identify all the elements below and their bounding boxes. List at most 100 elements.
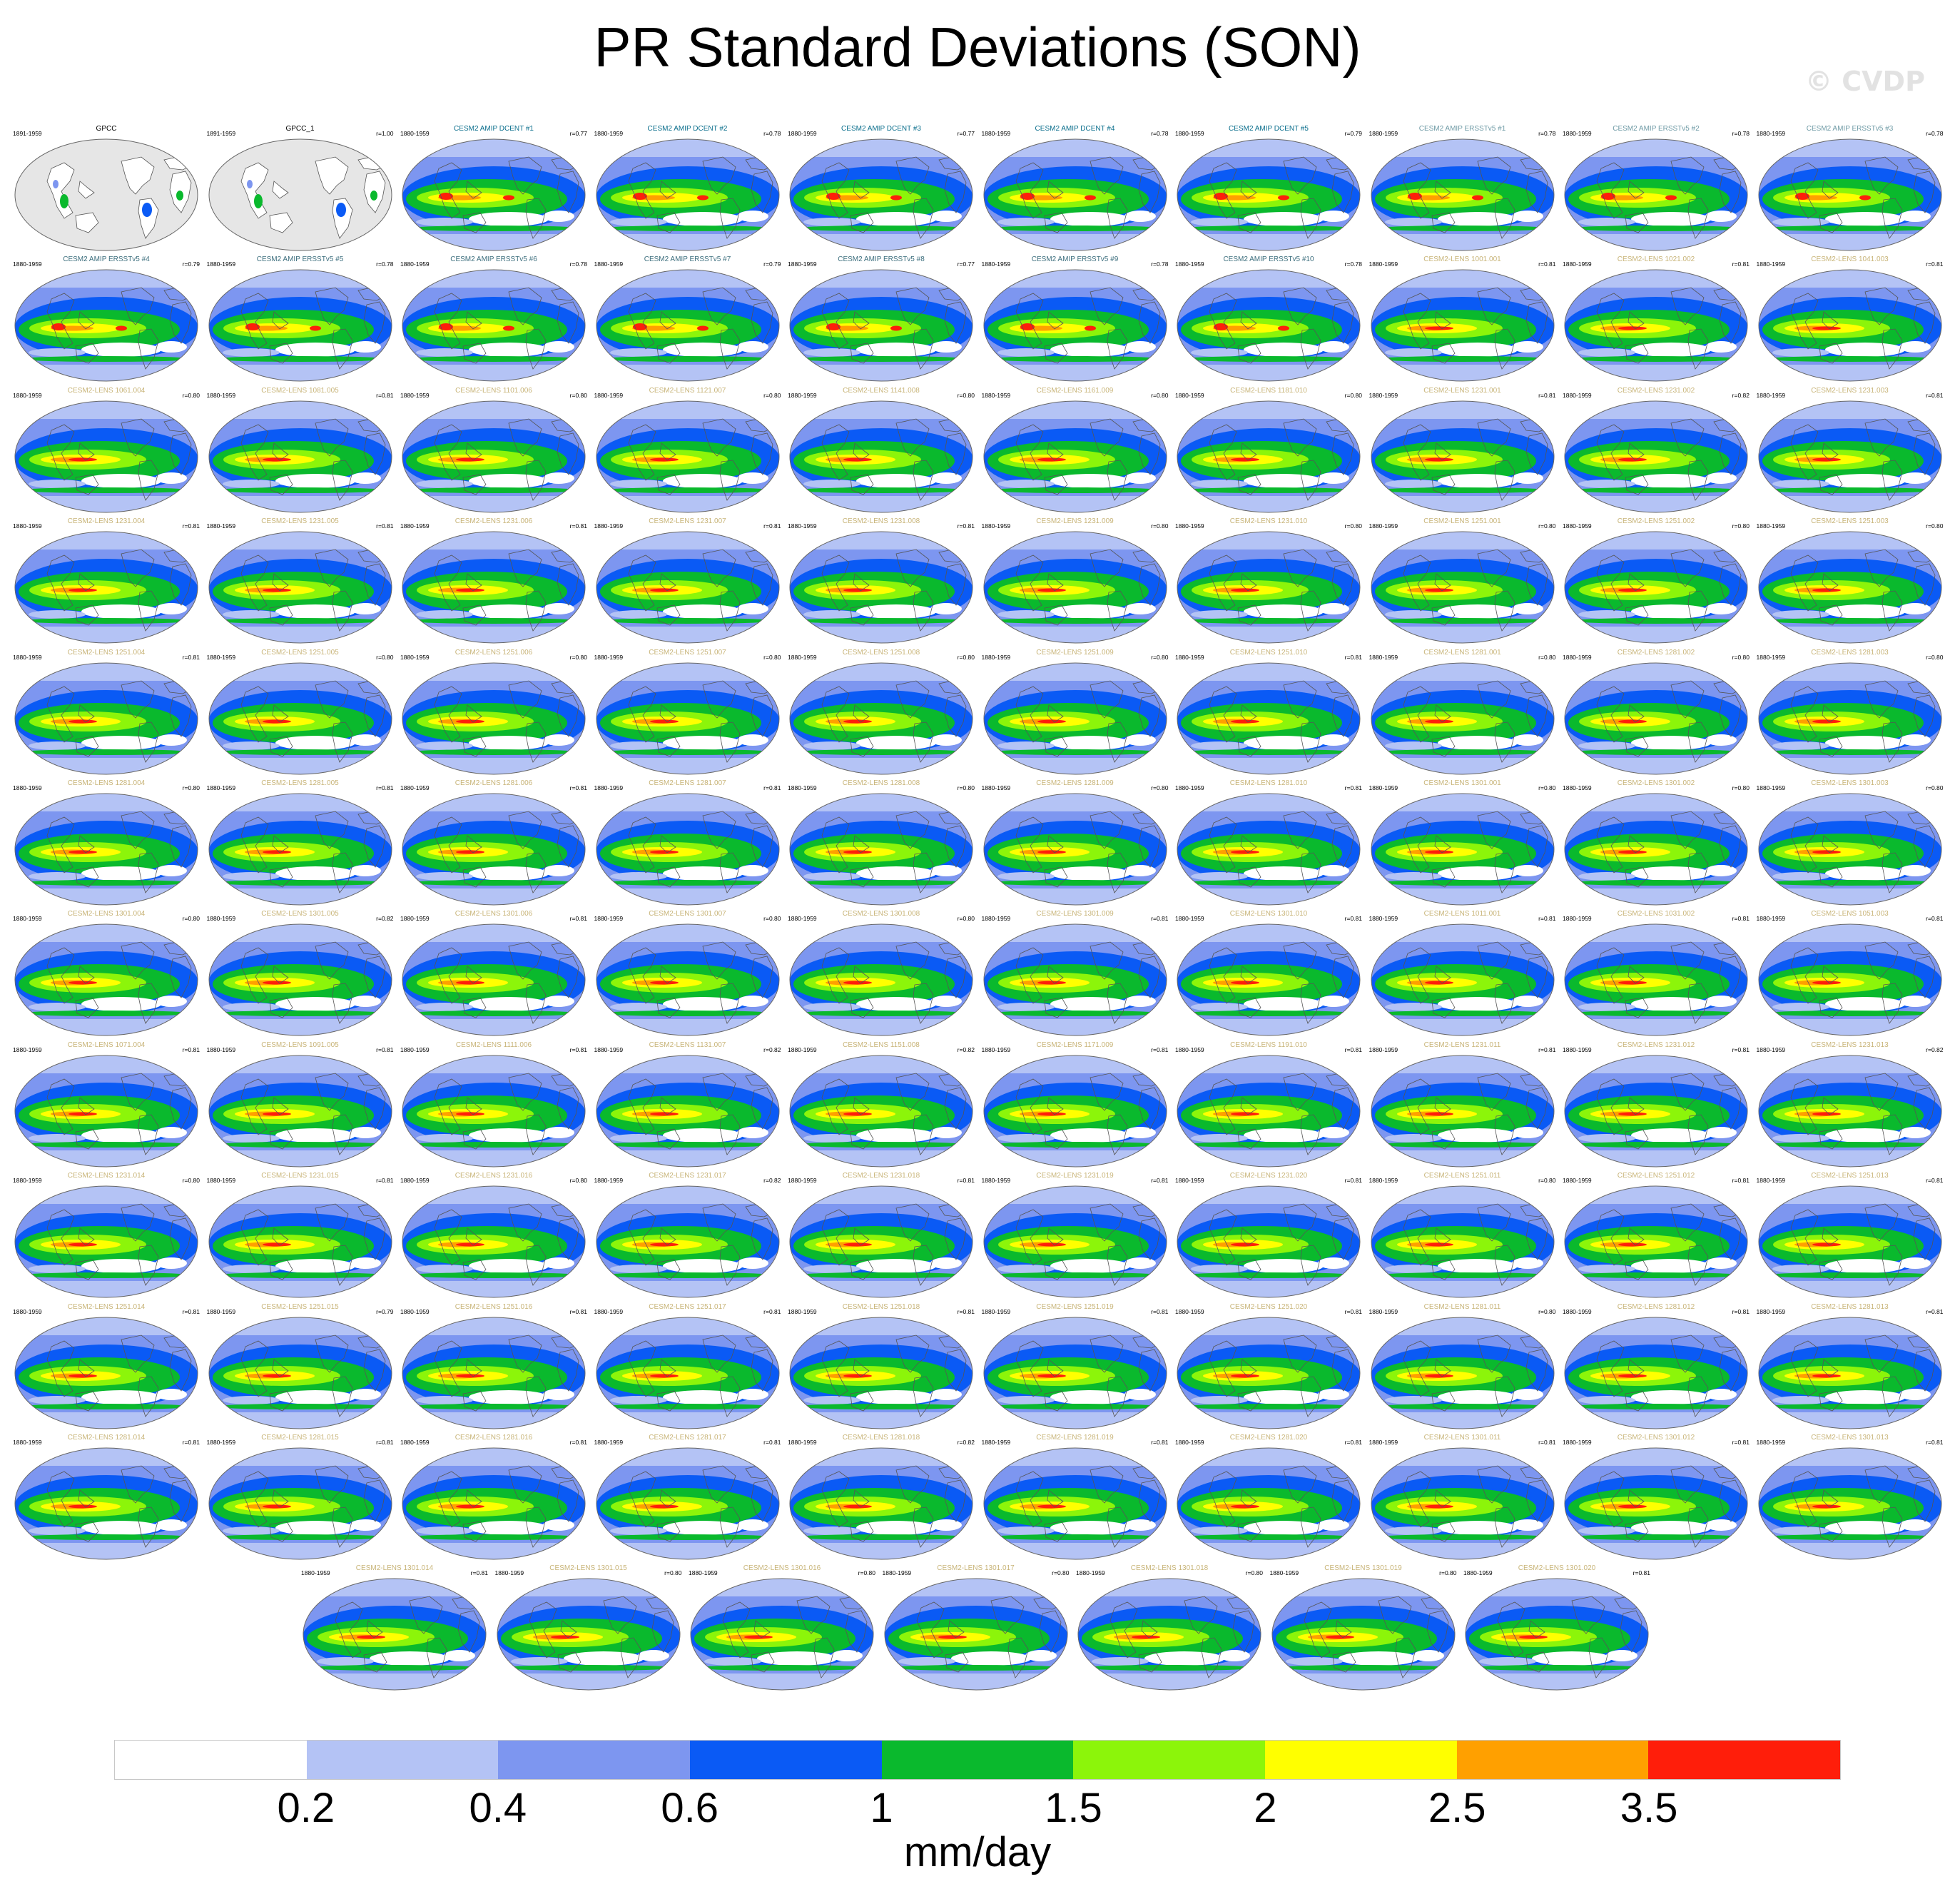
panel-title: CESM2 AMIP ERSSTv5 #8	[838, 255, 925, 264]
panel-period-label: 1880-1959	[1756, 391, 1786, 399]
panel-period-label: 1880-1959	[206, 915, 236, 923]
panel-correlation-label: r=0.81	[1538, 260, 1556, 268]
panel-period-label: 1880-1959	[594, 1307, 624, 1315]
panel-title: CESM2 AMIP ERSSTv5 #10	[1223, 255, 1314, 264]
panel-title: CESM2-LENS 1251.009	[1036, 648, 1114, 657]
map-panel: 1880-1959 CESM2-LENS 1231.011 r=0.81	[1366, 1041, 1559, 1179]
map-panel: 1880-1959 CESM2-LENS 1301.003 r=0.80	[1754, 780, 1946, 917]
panel-period-label: 1880-1959	[981, 522, 1011, 530]
panel-title: CESM2-LENS 1121.007	[649, 386, 726, 395]
map-panel: 1880-1959 CESM2-LENS 1281.006 r=0.81	[397, 779, 590, 917]
panel-correlation-label: r=0.81	[569, 915, 587, 923]
panel-correlation-label: r=0.80	[569, 391, 587, 399]
panel-title: CESM2-LENS 1281.014	[67, 1434, 146, 1442]
panel-map	[983, 400, 1167, 513]
panel-title: CESM2-LENS 1251.005	[261, 648, 339, 657]
panel-correlation-label: r=0.81	[376, 1439, 394, 1446]
panel-map	[208, 531, 392, 644]
panel-title: CESM2-LENS 1281.006	[455, 779, 533, 787]
panel-map	[402, 1055, 586, 1168]
panel-title: CESM2-LENS 1301.008	[842, 910, 920, 918]
panel-map	[596, 923, 779, 1036]
map-panel: 1880-1959 CESM2-LENS 1181.010 r=0.80	[1172, 387, 1365, 525]
panel-map	[14, 400, 198, 513]
panel-correlation-label: r=0.80	[1732, 653, 1750, 661]
panel-period-label: 1880-1959	[1368, 653, 1398, 661]
map-panel: 1880-1959 CESM2-LENS 1131.007 r=0.82	[591, 1041, 784, 1179]
panel-correlation-label: r=0.80	[182, 1177, 200, 1185]
panel-period-label: 1880-1959	[1076, 1569, 1105, 1577]
panel-map	[884, 1578, 1067, 1691]
map-panel: 1880-1959 CESM2-LENS 1011.001 r=0.81	[1366, 911, 1559, 1048]
map-panel: 1880-1959 CESM2-LENS 1231.015 r=0.81	[204, 1173, 397, 1310]
panel-map	[303, 1578, 487, 1691]
map-panel: 1880-1959 CESM2-LENS 1251.010 r=0.81	[1172, 649, 1365, 786]
colorbar-tick-label: 2.5	[1428, 1785, 1486, 1831]
panel-map	[1758, 793, 1941, 906]
panel-title: CESM2-LENS 1301.004	[67, 910, 146, 918]
panel-period-label: 1880-1959	[1175, 915, 1204, 923]
panel-period-label: 1880-1959	[206, 522, 236, 530]
panel-title: CESM2-LENS 1301.013	[1811, 1434, 1889, 1442]
panel-correlation-label: r=0.80	[763, 391, 781, 399]
panel-period-label: 1880-1959	[1175, 260, 1204, 268]
map-panel: 1880-1959 CESM2 AMIP ERSSTv5 #6 r=0.78	[397, 256, 590, 393]
map-panel: 1880-1959 CESM2 AMIP ERSSTv5 #7 r=0.79	[591, 256, 784, 393]
panel-map	[208, 923, 392, 1036]
panel-map	[789, 662, 973, 775]
panel-correlation-label: r=0.80	[376, 653, 394, 661]
panel-period-label: 1880-1959	[1368, 1177, 1398, 1185]
map-panel: 1880-1959 CESM2-LENS 1151.008 r=0.82	[785, 1041, 978, 1179]
map-panel: 1880-1959 CESM2-LENS 1301.006 r=0.81	[397, 911, 590, 1048]
panel-period-label: 1880-1959	[301, 1569, 330, 1577]
panel-map	[1371, 269, 1554, 382]
panel-period-label: 1880-1959	[1368, 391, 1398, 399]
panel-title: CESM2-LENS 1231.003	[1811, 386, 1889, 395]
panel-title: CESM2-LENS 1251.004	[67, 648, 146, 657]
panel-map	[596, 400, 779, 513]
panel-title: CESM2-LENS 1081.005	[261, 386, 339, 395]
panel-correlation-label: r=0.81	[1344, 1177, 1362, 1185]
panel-title: CESM2-LENS 1251.003	[1811, 517, 1889, 526]
panel-period-label: 1880-1959	[594, 130, 624, 137]
panel-correlation-label: r=0.81	[957, 1307, 975, 1315]
panel-title: CESM2-LENS 1281.016	[455, 1434, 533, 1442]
map-panel: 1880-1959 CESM2-LENS 1281.019 r=0.81	[979, 1434, 1172, 1571]
panel-period-label: 1880-1959	[13, 653, 42, 661]
map-panel: 1880-1959 CESM2-LENS 1301.013 r=0.81	[1754, 1434, 1946, 1571]
map-panel: 1880-1959 CESM2-LENS 1171.009 r=0.81	[979, 1041, 1172, 1179]
panel-map	[1564, 1447, 1748, 1560]
panel-period-label: 1880-1959	[1756, 260, 1786, 268]
map-panel: 1891-1959 GPCC	[10, 126, 203, 263]
panel-correlation-label: r=0.80	[763, 653, 781, 661]
panel-title: CESM2-LENS 1301.012	[1617, 1434, 1695, 1442]
panel-correlation-label: r=0.81	[1344, 784, 1362, 791]
map-panel: 1880-1959 CESM2-LENS 1281.018 r=0.82	[785, 1434, 978, 1571]
map-panel: 1880-1959 CESM2-LENS 1301.004 r=0.80	[10, 910, 203, 1048]
map-panel: 1880-1959 CESM2-LENS 1281.007 r=0.81	[591, 780, 784, 917]
panel-period-label: 1880-1959	[788, 1177, 817, 1185]
panel-map	[208, 793, 392, 906]
map-panel: 1880-1959 CESM2-LENS 1231.002 r=0.82	[1560, 387, 1752, 525]
panel-correlation-label: r=0.81	[376, 522, 394, 530]
panel-correlation-label: r=0.81	[1732, 915, 1750, 923]
map-panel: 1880-1959 CESM2-LENS 1301.017 r=0.80	[880, 1565, 1072, 1702]
panel-period-label: 1880-1959	[206, 784, 236, 791]
panel-map	[596, 1055, 779, 1168]
panel-map	[1371, 1185, 1554, 1298]
panel-correlation-label: r=0.81	[763, 1439, 781, 1446]
panel-period-label: 1880-1959	[13, 260, 42, 268]
panel-map	[14, 923, 198, 1036]
panel-title: CESM2-LENS 1281.011	[1423, 1302, 1501, 1311]
map-panel: 1880-1959 CESM2-LENS 1301.019 r=0.80	[1267, 1565, 1460, 1702]
panel-title: CESM2 AMIP ERSSTv5 #5	[256, 255, 344, 264]
colorbar-tick-label: 1.5	[1045, 1785, 1102, 1831]
panel-period-label: 1880-1959	[13, 1045, 42, 1053]
panel-correlation-label: r=0.81	[182, 1045, 200, 1053]
panel-map	[1758, 1317, 1941, 1429]
map-panel: 1880-1959 CESM2 AMIP DCENT #1 r=0.77	[397, 126, 590, 263]
panel-map	[789, 531, 973, 644]
panel-correlation-label: r=0.81	[182, 653, 200, 661]
panel-map	[596, 1447, 779, 1560]
panel-period-label: 1880-1959	[981, 260, 1011, 268]
